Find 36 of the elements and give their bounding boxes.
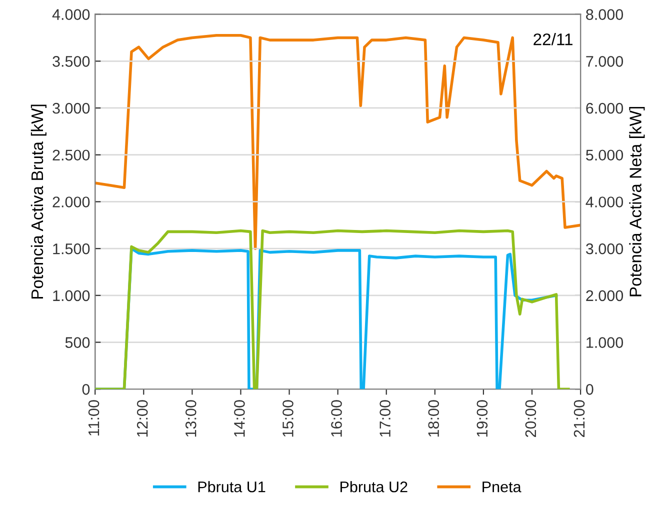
y2-tick-label: 3.000	[586, 243, 624, 254]
y2-tick-label: 6.000	[586, 102, 624, 114]
y2-tick-label: 4.000	[586, 196, 624, 208]
annotation: 22/11	[534, 33, 572, 46]
y-tick-label: 2.500	[52, 150, 90, 161]
x-tick-label: 17:00	[380, 400, 390, 437]
legend-label: Pbruta U1	[198, 481, 266, 492]
y-tick-label: 3.500	[52, 56, 90, 67]
y-tick-label: 4.000	[52, 9, 90, 20]
y-tick-label: 2.000	[52, 196, 90, 208]
x-tick-label: 12:00	[136, 400, 148, 437]
x-tick-label: 21:00	[574, 400, 585, 438]
legend-label: Pneta	[482, 482, 522, 492]
x-tick-label: 14:00	[234, 400, 245, 437]
y-tick-label: 1.000	[53, 290, 90, 302]
x-tick-label: 20:00	[525, 400, 536, 438]
y2-tick-label: 8.000	[586, 9, 624, 20]
x-tick-label: 18:00	[428, 400, 440, 437]
x-tick-label: 13:00	[185, 400, 196, 437]
y2-tick-label: 0	[586, 384, 594, 395]
y2-tick-label: 5.000	[586, 150, 624, 161]
legend-label: Pbruta U2	[340, 481, 408, 492]
line-series	[95, 34, 581, 250]
y-tick-label: 3.000	[52, 102, 90, 114]
x-tick-label: 19:00	[476, 400, 488, 437]
y-tick-label: 500	[65, 337, 90, 348]
y2-tick-label: 1.000	[586, 337, 624, 348]
x-tick-label: 11:00	[88, 400, 100, 436]
x-tick-label: 16:00	[331, 400, 342, 437]
y-axis-title: Potencia Activa Bruta [kW]	[30, 104, 46, 299]
y-tick-label: 1.500	[53, 243, 90, 254]
y-tick-label: 0	[82, 384, 90, 395]
y2-axis-title: Potencia Activa Neta [kW]	[629, 107, 645, 296]
y2-tick-label: 7.000	[586, 56, 624, 67]
x-tick-label: 15:00	[282, 400, 294, 437]
y2-tick-label: 2.000	[586, 290, 624, 302]
